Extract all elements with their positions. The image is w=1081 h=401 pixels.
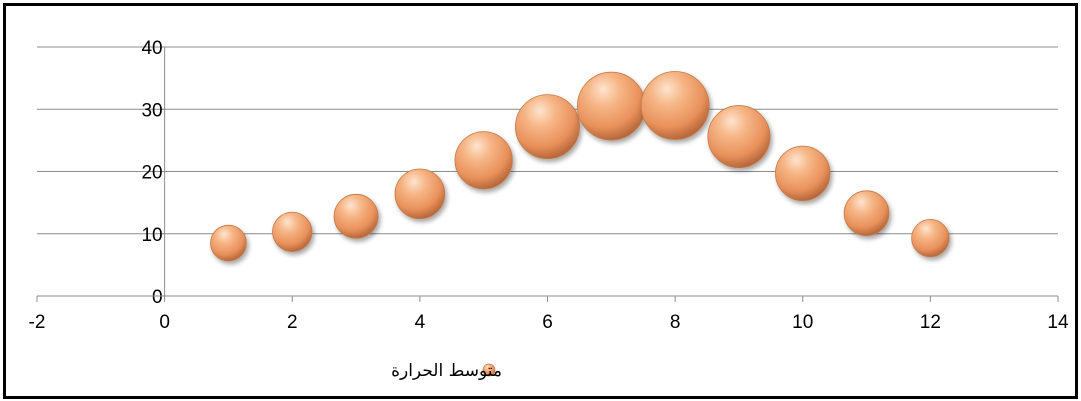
bubble-point-5	[454, 131, 513, 190]
legend-label: متوسط الحرارة	[391, 361, 502, 381]
x-tick-label: 12	[920, 312, 941, 333]
legend: متوسط الحرارة	[391, 361, 502, 381]
y-tick-label: 0	[152, 287, 163, 308]
axes: 0 10 20 30 40 -2 0 2 4 6 8 10 12 14	[29, 38, 1069, 333]
bubble-point-6	[515, 94, 580, 160]
x-tick-label: 14	[1047, 312, 1069, 333]
bubbles	[210, 71, 950, 262]
x-tick-label: 0	[159, 312, 170, 333]
x-tick-label: 6	[542, 312, 553, 333]
chart-frame	[3, 3, 1078, 399]
y-tick-label: 40	[141, 38, 162, 59]
x-tick-label: 2	[287, 312, 298, 333]
bubble-point-4	[394, 168, 446, 220]
bubble-point-1	[210, 224, 247, 262]
bubble-point-8	[640, 71, 710, 140]
y-tick-label: 10	[141, 225, 162, 246]
bubble-point-3	[333, 193, 379, 239]
x-tick-label: 10	[792, 312, 813, 333]
x-tick-label: 4	[415, 312, 426, 333]
bubble-point-12	[911, 218, 950, 258]
bubble-point-10	[775, 145, 831, 202]
bubble-point-2	[272, 211, 313, 253]
bubble-point-9	[707, 105, 771, 169]
legend-marker	[482, 363, 496, 377]
bubble-point-11	[843, 190, 890, 237]
y-tick-label: 30	[141, 100, 162, 121]
x-tick-label: -2	[29, 312, 46, 333]
bubble-point-7	[576, 71, 646, 141]
y-tick-label: 20	[141, 163, 162, 184]
x-tick-label: 8	[670, 312, 681, 333]
